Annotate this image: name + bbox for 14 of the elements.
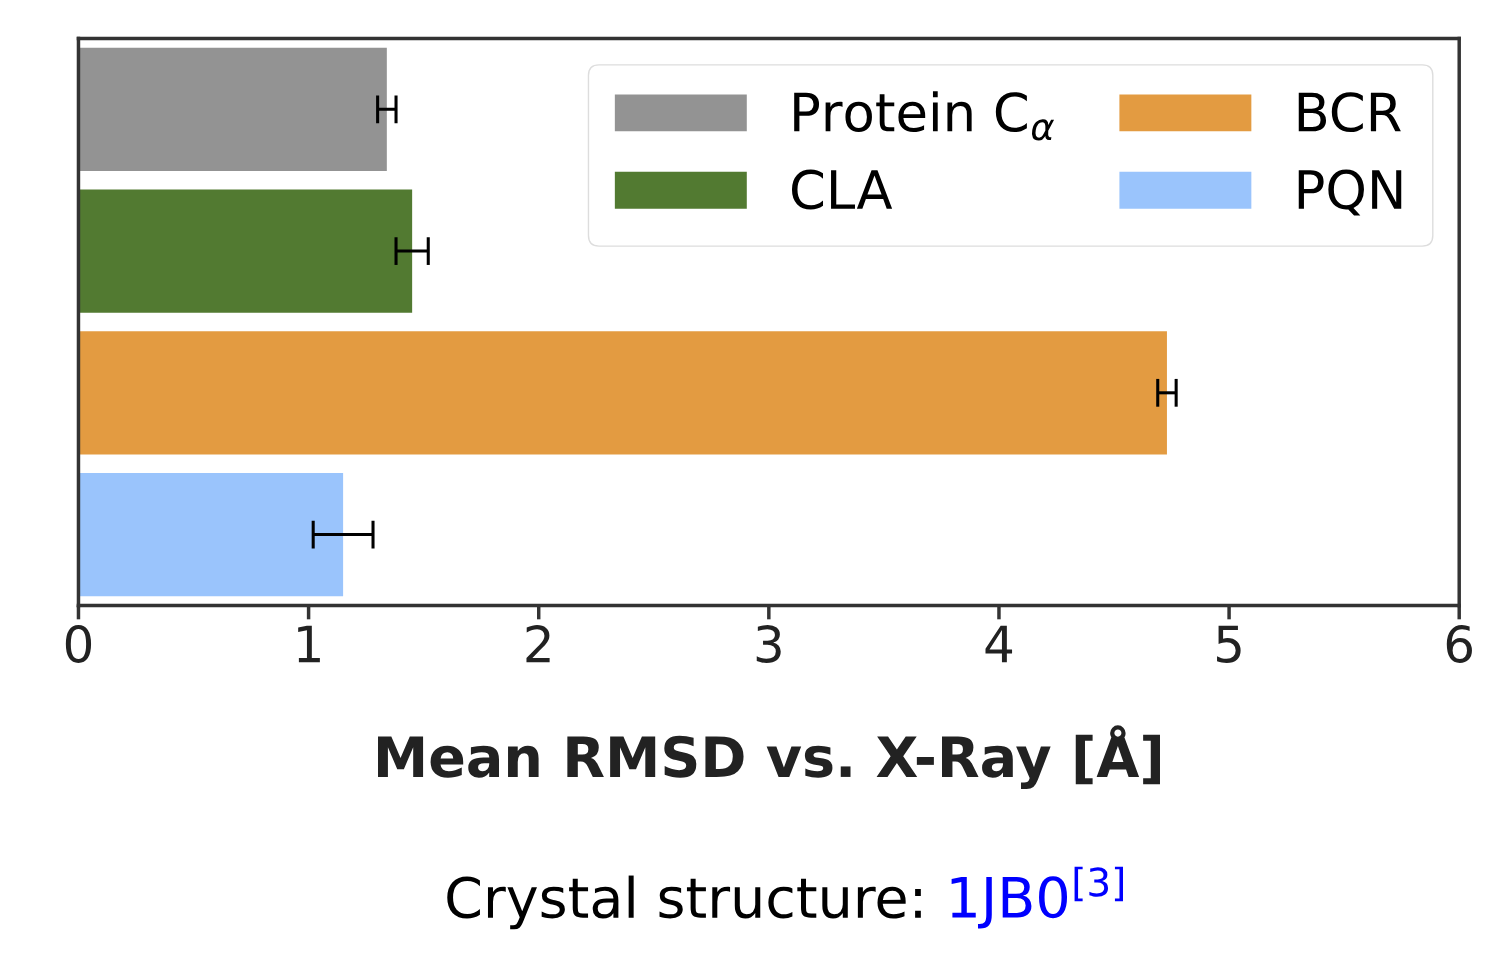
x-tick-label: 5: [1217, 625, 1241, 663]
x-tick-label: 6: [1446, 625, 1472, 663]
x-tick-label: 3: [756, 625, 781, 663]
x-tick-label: 1: [298, 625, 320, 663]
text: Crystal structure:: [447, 875, 921, 930]
x-tick-label: 2: [526, 625, 550, 663]
legend-label: PQN: [1298, 169, 1402, 216]
x-axis-title: Mean RMSD vs. X-Ray [Å]: [378, 725, 1160, 789]
x-tick-label: 0: [65, 625, 92, 663]
legend-label: Protein C$_{α}$: [794, 91, 1055, 141]
x-tick-label: 4: [985, 625, 1013, 663]
legend-label: BCR: [1298, 92, 1401, 133]
text: 1JB0$^{[3]}$: [951, 866, 1123, 929]
legend-label: CLA: [791, 169, 893, 210]
